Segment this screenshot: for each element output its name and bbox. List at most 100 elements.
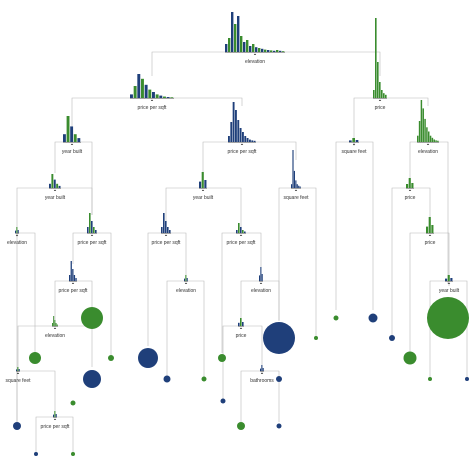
histogram-bar [239, 128, 242, 142]
split-label-elevation-l2: elevation [418, 149, 438, 155]
histogram-bar [49, 183, 51, 188]
split-label-price-l1: price [375, 105, 386, 111]
tree-edge [449, 280, 468, 379]
histogram-bar [170, 97, 174, 98]
histogram-bar [237, 120, 240, 142]
histogram-price-l4 [426, 217, 434, 236]
histogram-bar [163, 213, 165, 233]
split-marker-icon [447, 282, 451, 284]
tree-edge [409, 141, 428, 180]
histogram-bar [291, 184, 293, 188]
histogram-bar [56, 183, 59, 188]
histogram-bar [55, 414, 57, 417]
tree-edge [202, 141, 242, 180]
leaf-node [427, 297, 469, 339]
split-label-year-built-l3b: year built [193, 195, 214, 201]
tree-edge [242, 141, 297, 160]
histogram-bar [261, 274, 263, 281]
histogram-bar [161, 227, 163, 233]
histogram-bar [296, 184, 298, 188]
histogram-bar [130, 94, 133, 98]
tree-edge [71, 97, 152, 126]
histogram-bar [18, 369, 20, 371]
histogram-bar [235, 110, 237, 142]
split-label-price-l3: price [405, 195, 416, 201]
histogram-bar [445, 278, 448, 281]
leaf-node [314, 336, 318, 340]
histogram-bar [255, 47, 258, 52]
histogram-bar [236, 230, 238, 233]
histogram-bar [417, 135, 419, 142]
tree-edge [73, 280, 93, 307]
histogram-bar [63, 134, 66, 142]
histogram-bar [232, 102, 235, 142]
histogram-bar [230, 122, 233, 142]
histogram-bar [228, 38, 231, 52]
histogram-bar [54, 320, 56, 326]
split-label-price-per-sqft-l1: price per sqft [138, 105, 168, 111]
histogram-elevation-l5a [184, 275, 188, 284]
tree-edge [409, 232, 430, 352]
tree-edge [203, 187, 242, 228]
histogram-bar [267, 50, 270, 52]
histogram-bar [52, 323, 53, 326]
histogram-year-built-l2 [63, 116, 81, 145]
histogram-bar [381, 90, 383, 98]
leaf-node [81, 307, 103, 329]
split-label-square-feet-l7: square feet [5, 378, 31, 384]
histogram-bar [260, 368, 262, 371]
histogram-bar [260, 267, 262, 281]
histogram-bar [152, 92, 155, 98]
histogram-bar [163, 96, 166, 98]
histogram-year-built-l3 [49, 174, 61, 191]
split-marker-icon [352, 143, 356, 145]
histogram-bar [292, 150, 294, 188]
histogram-elevation-root [225, 12, 285, 55]
histogram-bar [169, 230, 171, 233]
histogram-price-per-sqft-l4a [87, 213, 97, 236]
histogram-bar [253, 140, 256, 142]
histogram-bar [87, 227, 89, 233]
histogram-square-feet-l7 [16, 367, 20, 374]
tree-edge [17, 325, 55, 372]
histogram-bar [282, 51, 285, 52]
histogram-bar [383, 93, 385, 98]
tree-edge [165, 187, 203, 222]
histogram-bar [262, 368, 264, 371]
histogram-bar [228, 136, 230, 142]
tree-edge [354, 141, 374, 310]
tree-edge [16, 187, 55, 237]
histogram-bar [258, 48, 261, 52]
histogram-bar [225, 44, 228, 52]
histogram-bar [51, 174, 54, 188]
histogram-bar [70, 126, 74, 142]
tree-edge [147, 232, 166, 346]
histogram-bar [426, 127, 428, 142]
histogram-bar [93, 227, 95, 233]
histogram-bar [184, 278, 186, 281]
histogram-bar [69, 275, 71, 281]
histogram-price-l1 [373, 18, 387, 101]
histogram-bar [15, 230, 17, 233]
histogram-price-per-sqft-l1 [130, 74, 174, 101]
histogram-bar [73, 134, 77, 142]
tree-edge [429, 280, 449, 379]
histogram-bar [238, 322, 240, 326]
split-label-bathrooms-l7: bathrooms [250, 378, 274, 384]
histogram-bar [428, 217, 431, 233]
split-label-square-feet-l2: square feet [341, 149, 367, 155]
tree-edge [430, 232, 450, 286]
histogram-bar [75, 278, 77, 281]
leaf-node [218, 354, 226, 362]
histogram-bar [279, 50, 282, 52]
split-label-square-feet-l3: square feet [283, 195, 309, 201]
histogram-bar [185, 275, 187, 281]
histogram-bar [243, 42, 246, 52]
leaf-node [34, 452, 38, 456]
histogram-bar [447, 275, 450, 281]
histogram-bar [377, 62, 379, 98]
leaf-node [29, 352, 41, 364]
leaf-node [83, 370, 101, 388]
histogram-bar [264, 49, 267, 52]
histogram-bar [450, 278, 453, 281]
